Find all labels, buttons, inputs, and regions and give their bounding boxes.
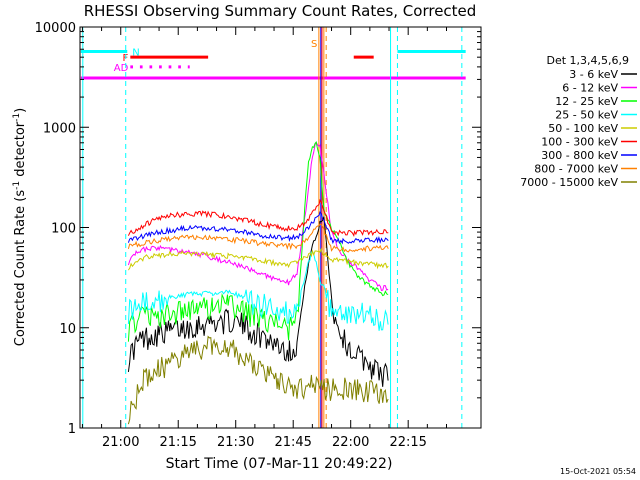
legend-label: 7000 - 15000 keV <box>520 176 618 189</box>
x-tick-label: 22:00 <box>332 435 369 450</box>
x-tick-label: 21:00 <box>102 435 139 450</box>
y-axis-label-end: ) <box>13 108 28 113</box>
legend-label: 3 - 6 keV <box>569 68 618 81</box>
series-layer <box>127 141 389 425</box>
series-line <box>127 198 389 237</box>
series-line <box>127 250 389 331</box>
y-tick-label: 1000 <box>43 121 76 136</box>
x-tick-label: 21:45 <box>274 435 311 450</box>
flag-label: AD <box>114 63 129 74</box>
y-axis-label: Corrected Count Rate (s-1 detector-1) <box>12 108 28 346</box>
y-tick-label: 10000 <box>35 21 76 36</box>
legend-label: 6 - 12 keV <box>562 82 618 95</box>
series-line <box>127 223 389 253</box>
legend-label: 300 - 800 keV <box>541 149 618 162</box>
series-line <box>127 247 389 271</box>
flag-label: S <box>311 39 317 50</box>
legend-label: 50 - 100 keV <box>548 122 618 135</box>
legend-label: 100 - 300 keV <box>541 136 618 149</box>
y-axis-label-sup1: -1 <box>12 181 22 190</box>
y-tick-label: 10 <box>59 322 76 337</box>
x-tick-label: 21:15 <box>159 435 196 450</box>
x-tick-label: 21:30 <box>217 435 254 450</box>
legend-title: Det 1,3,4,5,6,9 <box>546 54 629 67</box>
legend-label: 12 - 25 keV <box>555 95 618 108</box>
series-line <box>127 211 389 245</box>
flag-label: N <box>132 47 139 58</box>
x-tick-label: 22:15 <box>389 435 426 450</box>
y-axis-label-mid: detector <box>13 121 28 181</box>
y-axis-label-sup2: -1 <box>12 113 22 122</box>
legend-label: 800 - 7000 keV <box>534 163 618 176</box>
axis-ticks-layer: 21:00 21:15 21:30 21:45 22:00 22:15 1 10 100 1000… <box>35 21 481 450</box>
chart-title: RHESSI Observing Summary Count Rates, Co… <box>84 2 477 20</box>
y-tick-label: 1 <box>68 422 76 437</box>
x-axis-label: Start Time (07-Mar-11 20:49:22) <box>166 456 393 472</box>
series-line <box>127 141 389 342</box>
footer-date: 15-Oct-2021 05:54 <box>560 467 636 476</box>
series-line <box>127 335 389 425</box>
legend-label: 25 - 50 keV <box>555 109 618 122</box>
flag-bars-layer: FNADS <box>80 39 466 80</box>
vertical-markers-layer <box>82 27 463 428</box>
y-tick-label: 100 <box>51 222 76 237</box>
y-axis-label-main: Corrected Count Rate (s <box>13 190 28 347</box>
